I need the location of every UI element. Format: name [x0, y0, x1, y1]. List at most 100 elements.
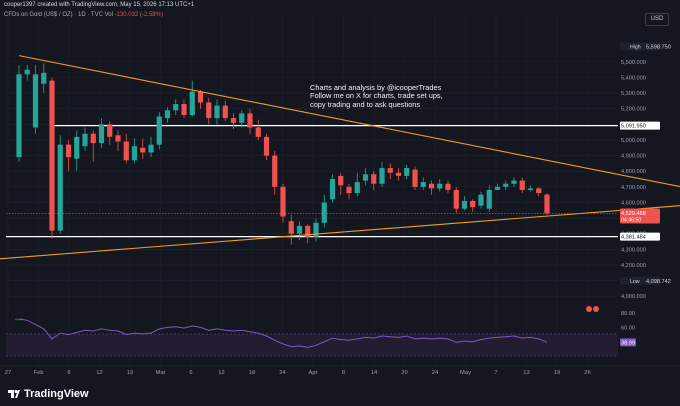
candle: [461, 200, 468, 209]
time-tick: 8: [342, 370, 345, 376]
candle: [362, 174, 369, 181]
candle: [247, 113, 253, 128]
candle: [445, 183, 451, 190]
trendline: [0, 205, 680, 260]
candle: [346, 186, 352, 194]
footer: TradingView: [0, 382, 680, 406]
volume-label: Vol: [104, 12, 113, 18]
candle: [148, 144, 154, 153]
candle: [288, 221, 294, 234]
candle: [354, 182, 360, 194]
candle: [404, 168, 410, 176]
resistance-tag: [620, 121, 660, 130]
candle: [57, 144, 63, 231]
candle: [379, 168, 385, 184]
time-tick: 13: [523, 370, 529, 376]
time-tick: Apr: [308, 370, 317, 376]
rsi-tick: 60.00: [621, 325, 635, 331]
time-tick: 26: [584, 370, 590, 376]
candle: [511, 180, 517, 184]
candle: [74, 136, 80, 159]
candle: [321, 202, 327, 223]
time-axis[interactable]: 27 Feb 6 12 19 Mar 6 12 18 24 Apr 8 14 20 24 May 7 13 19 26: [5, 370, 591, 376]
last-price-tag: [620, 208, 660, 224]
support-value: 4,381.484: [621, 235, 646, 241]
price-tick: 4,000.000: [621, 294, 646, 300]
time-tick: 7: [494, 370, 497, 376]
candle: [140, 147, 146, 153]
time-tick: Feb: [34, 370, 44, 376]
candle: [387, 168, 393, 173]
price-tick: 4,300.000: [621, 247, 646, 253]
time-tick: 19: [554, 370, 560, 376]
trendline: [18, 55, 680, 188]
rsi-current-tag: [620, 338, 636, 347]
analysis-note: Charts and analysis by @icooperTrades Fo…: [310, 83, 443, 109]
change-text: -130.032 (-2.58%): [114, 12, 163, 18]
candle: [24, 69, 30, 75]
rsi-pane: [6, 318, 618, 357]
candle: [16, 74, 22, 158]
candle: [329, 179, 336, 200]
candle: [263, 136, 270, 156]
candle: [49, 80, 55, 231]
symbol-text[interactable]: CFDs on Gold (US$ / OZ) · 1D · TVC: [4, 12, 103, 18]
candle: [412, 169, 418, 187]
price-tick: 4,200.000: [621, 263, 646, 269]
candle: [90, 133, 96, 144]
candle: [395, 172, 402, 176]
candle: [214, 105, 220, 119]
rsi-line: [18, 318, 548, 348]
note-line-2: Follow me on X for charts, trade set ups…: [310, 91, 443, 101]
candle: [519, 180, 525, 190]
time-tick: May: [460, 370, 471, 376]
rsi-axis: 80.00 60.00 38.99: [620, 311, 636, 347]
price-chart[interactable]: 5,500.000 5,400.000 5,300.000 5,200.000 5,00…: [0, 0, 680, 382]
price-tick: 5,400.000: [621, 75, 646, 81]
candle: [189, 91, 195, 115]
author-line: cooper1397 created with TradingView.com,…: [4, 2, 195, 8]
note-line-3: copy trading and to ask questions: [310, 99, 421, 109]
price-axis[interactable]: 5,500.000 5,400.000 5,300.000 5,200.000 5,00…: [620, 42, 671, 300]
grid: [6, 14, 618, 366]
price-tick: 5,300.000: [621, 91, 646, 97]
alert-icons[interactable]: [586, 306, 599, 312]
candle: [280, 186, 286, 217]
time-tick: 19: [127, 370, 133, 376]
rsi-current: 38.99: [621, 340, 635, 346]
currency-button[interactable]: USD: [645, 13, 669, 26]
tradingview-logo[interactable]: TradingView: [8, 388, 89, 400]
support-tag: [620, 232, 660, 241]
candle: [173, 104, 179, 111]
high-value: 5,598.750: [646, 44, 671, 50]
candle: [272, 155, 278, 187]
high-label: High: [630, 44, 641, 50]
candle: [453, 189, 459, 209]
symbol-legend: CFDs on Gold (US$ / OZ) · 1D · TVC Vol -…: [4, 12, 163, 18]
candle: [115, 135, 121, 142]
note-line-1: Charts and analysis by @icooperTrades: [310, 83, 442, 92]
countdown: 04:46:50: [621, 217, 641, 223]
time-tick: 27: [5, 370, 11, 376]
time-tick: 24: [432, 370, 439, 376]
price-tick: 4,600.000: [621, 200, 646, 206]
last-price: 4,529.468: [621, 211, 646, 217]
candle: [41, 72, 47, 84]
time-tick: 6: [67, 370, 70, 376]
time-tick: 14: [371, 370, 378, 376]
low-label: Low: [630, 279, 640, 285]
candle: [486, 189, 492, 209]
candle: [206, 102, 212, 119]
candle: [82, 133, 88, 147]
price-tick: 5,500.000: [621, 60, 646, 66]
candle: [544, 194, 550, 214]
rsi-overbought-fill: [15, 318, 23, 321]
rsi-tick: 80.00: [621, 311, 635, 317]
candle: [478, 194, 484, 206]
price-tick: 4,700.000: [621, 185, 646, 191]
candle: [156, 116, 162, 145]
candle: [230, 118, 237, 123]
candle: [296, 225, 303, 234]
candle: [420, 182, 426, 187]
candle: [470, 200, 476, 208]
